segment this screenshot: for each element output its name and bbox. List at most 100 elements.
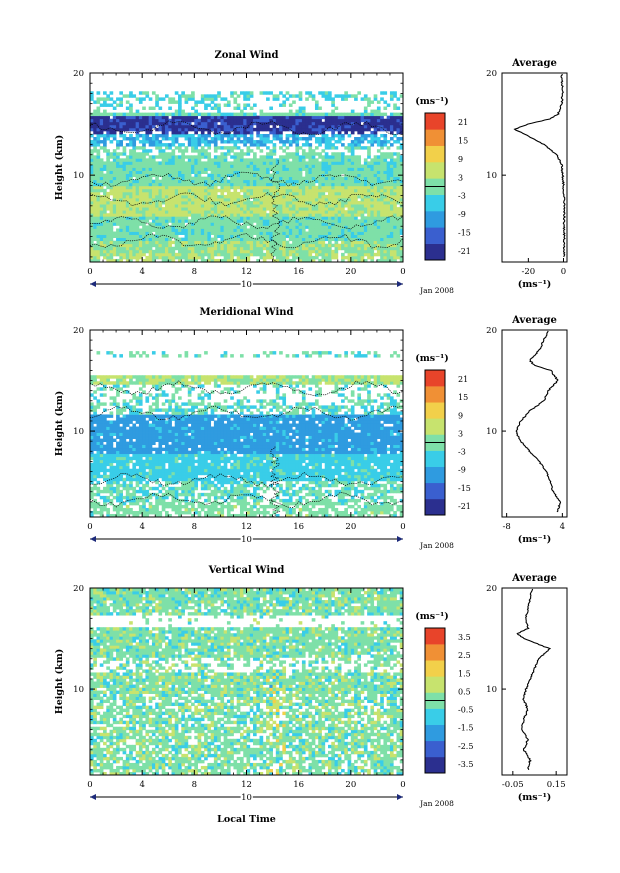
heatmap-cell bbox=[331, 118, 335, 123]
heatmap-cell bbox=[301, 124, 306, 129]
heatmap-cell bbox=[90, 465, 94, 470]
heatmap-cell bbox=[298, 124, 303, 129]
heatmap-cell bbox=[187, 225, 192, 229]
heatmap-cell bbox=[295, 130, 300, 135]
heatmap-cell bbox=[373, 197, 378, 202]
heatmap-cell bbox=[200, 207, 205, 211]
heatmap-cell bbox=[93, 115, 97, 120]
heatmap-cell bbox=[145, 118, 150, 123]
heatmap-cell bbox=[350, 185, 355, 190]
heatmap-cell bbox=[236, 167, 241, 171]
heatmap-cell bbox=[239, 152, 244, 156]
heatmap-cell bbox=[337, 191, 342, 196]
heatmap-cell bbox=[109, 121, 114, 126]
heatmap-cell bbox=[354, 97, 358, 101]
heatmap-cell bbox=[393, 204, 397, 208]
heatmap-cell bbox=[217, 216, 221, 220]
heatmap-cell bbox=[213, 258, 218, 263]
heatmap-cell bbox=[354, 234, 358, 239]
heatmap-cell bbox=[360, 170, 365, 174]
heatmap-cell bbox=[243, 188, 247, 193]
heatmap-cell bbox=[347, 182, 352, 187]
heatmap-cell bbox=[174, 237, 179, 242]
heatmap-cell bbox=[122, 152, 127, 156]
heatmap-cell bbox=[103, 228, 107, 232]
heatmap-cell bbox=[256, 216, 260, 220]
heatmap-cell bbox=[376, 216, 381, 220]
heatmap-cell bbox=[259, 137, 264, 141]
heatmap-cell bbox=[367, 197, 371, 202]
heatmap-cell bbox=[197, 161, 202, 165]
heatmap-cell bbox=[226, 240, 231, 245]
heatmap-cell bbox=[301, 188, 306, 193]
heatmap-cell bbox=[269, 115, 273, 120]
heatmap-cell bbox=[93, 507, 97, 512]
heatmap-cell bbox=[210, 106, 215, 110]
heatmap-cell bbox=[380, 161, 384, 165]
heatmap-cell bbox=[168, 127, 172, 132]
heatmap-cell bbox=[301, 164, 306, 168]
heatmap-cell bbox=[253, 252, 257, 257]
heatmap-cell bbox=[197, 112, 202, 117]
heatmap-cell bbox=[383, 161, 388, 165]
heatmap-cell bbox=[99, 504, 104, 509]
heatmap-cell bbox=[158, 216, 163, 220]
heatmap-cell bbox=[285, 161, 290, 165]
heatmap-cell bbox=[311, 182, 316, 187]
heatmap-cell bbox=[292, 197, 296, 202]
heatmap-cell bbox=[158, 246, 163, 251]
heatmap-cell bbox=[213, 167, 218, 171]
heatmap-cell bbox=[90, 441, 94, 446]
heatmap-cell bbox=[116, 375, 120, 379]
heatmap-cell bbox=[109, 492, 114, 497]
heatmap-cell bbox=[96, 435, 101, 439]
heatmap-cell bbox=[354, 179, 358, 184]
heatmap-cell bbox=[132, 246, 137, 251]
heatmap-cell bbox=[178, 182, 182, 187]
heatmap-cell bbox=[200, 228, 205, 232]
heatmap-cell bbox=[347, 204, 352, 208]
heatmap-cell bbox=[236, 127, 241, 132]
heatmap-cell bbox=[275, 179, 280, 184]
heatmap-cell bbox=[213, 115, 218, 120]
heatmap-cell bbox=[135, 170, 140, 174]
heatmap-cell bbox=[151, 234, 156, 239]
heatmap-cell bbox=[354, 185, 358, 190]
heatmap-cell bbox=[275, 231, 280, 235]
heatmap-cell bbox=[292, 201, 296, 205]
heatmap-cell bbox=[158, 213, 163, 217]
heatmap-cell bbox=[226, 100, 231, 104]
heatmap-cell bbox=[341, 197, 345, 202]
heatmap-cell bbox=[239, 216, 244, 220]
heatmap-cell bbox=[213, 231, 218, 235]
heatmap-cell bbox=[328, 240, 332, 245]
heatmap-cell bbox=[109, 252, 114, 257]
heatmap-cell bbox=[279, 91, 283, 95]
heatmap-cell bbox=[103, 393, 107, 397]
heatmap-cell bbox=[236, 225, 241, 229]
heatmap-cell bbox=[129, 164, 133, 168]
heatmap-cell bbox=[187, 219, 192, 223]
heatmap-cell bbox=[103, 207, 107, 211]
heatmap-cell bbox=[164, 249, 169, 254]
heatmap-cell bbox=[262, 161, 267, 165]
heatmap-cell bbox=[253, 161, 257, 165]
heatmap-cell bbox=[243, 121, 247, 126]
heatmap-cell bbox=[187, 158, 192, 162]
heatmap-cell bbox=[119, 249, 123, 254]
heatmap-cell bbox=[174, 91, 179, 95]
heatmap-cell bbox=[200, 179, 205, 184]
heatmap-cell bbox=[383, 185, 388, 190]
heatmap-cell bbox=[96, 118, 101, 123]
heatmap-cell bbox=[308, 115, 313, 120]
heatmap-cell bbox=[200, 176, 205, 181]
heatmap-cell bbox=[321, 249, 326, 254]
heatmap-cell bbox=[275, 173, 280, 178]
heatmap-cell bbox=[171, 149, 176, 153]
heatmap-cell bbox=[213, 234, 218, 239]
heatmap-cell bbox=[125, 197, 130, 202]
heatmap-cell bbox=[298, 216, 303, 220]
heatmap-cell bbox=[298, 173, 303, 178]
heatmap-cell bbox=[350, 124, 355, 129]
heatmap-cell bbox=[213, 201, 218, 205]
